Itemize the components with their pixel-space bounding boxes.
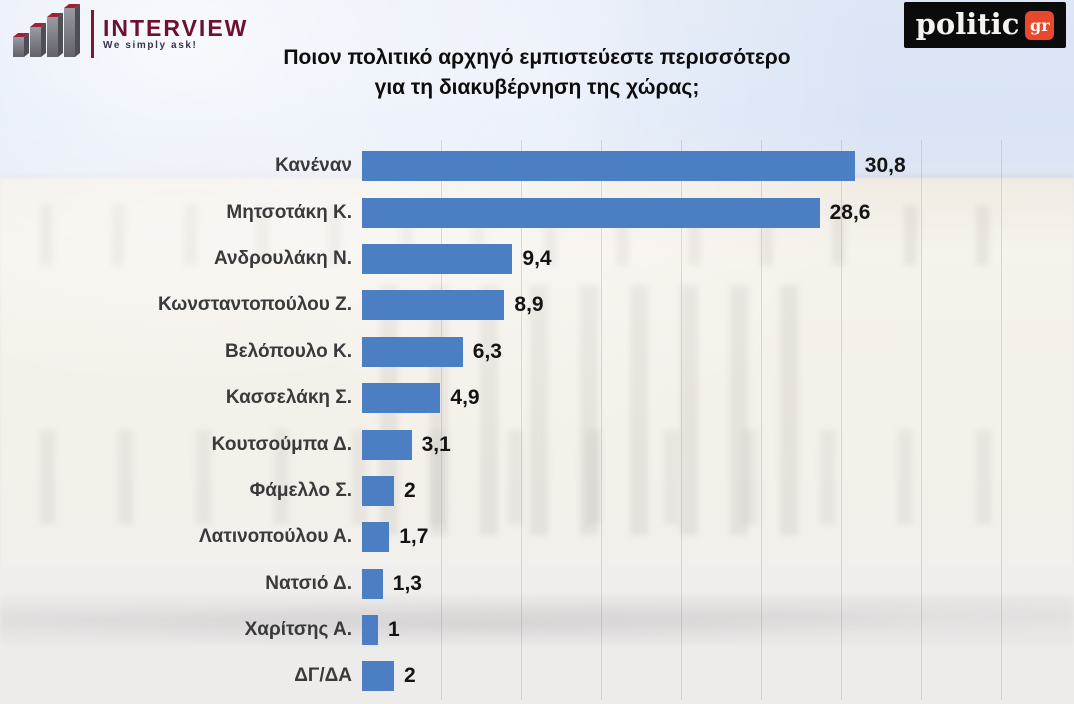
chart-row: Κασσελάκη Σ. 4,9 bbox=[0, 375, 1074, 421]
category-label: Φάμελλο Σ. bbox=[249, 479, 352, 501]
value-label: 6,3 bbox=[472, 339, 502, 363]
category-label: Χαρίτσης Α. bbox=[244, 619, 352, 641]
bar bbox=[362, 197, 820, 228]
logo-divider bbox=[91, 9, 94, 58]
page-title-line1: Ποιον πολιτικό αρχηγό εμπιστεύεστε περισ… bbox=[283, 46, 791, 69]
chart-row: Βελόπουλο Κ. 6,3 bbox=[0, 329, 1074, 375]
politic-logo-gr-badge: gr bbox=[1025, 10, 1055, 40]
bar bbox=[362, 383, 441, 414]
value-label: 2 bbox=[404, 664, 416, 688]
bar-chart-3d-icon bbox=[10, 3, 84, 64]
bar bbox=[362, 151, 855, 182]
chart-row: Λατινοπούλου Α. 1,7 bbox=[0, 514, 1074, 560]
value-label: 30,8 bbox=[864, 154, 906, 178]
category-label: Κωνσταντοπούλου Ζ. bbox=[158, 294, 352, 316]
category-label: Ανδρουλάκη Ν. bbox=[213, 247, 352, 269]
value-label: 4,9 bbox=[450, 386, 480, 410]
chart-row: ΔΓ/ΔΑ 2 bbox=[0, 653, 1074, 699]
value-label: 28,6 bbox=[829, 200, 871, 224]
chart-row: Χαρίτσης Α. 1 bbox=[0, 607, 1074, 653]
bar bbox=[362, 661, 394, 692]
value-label: 8,9 bbox=[514, 293, 544, 317]
page-title-line2: για τη διακυβέρνηση της χώρας; bbox=[374, 76, 700, 100]
bar bbox=[362, 475, 394, 506]
category-label: Κανέναν bbox=[275, 155, 352, 177]
chart-row: Μητσοτάκη Κ. 28,6 bbox=[0, 189, 1074, 235]
bar bbox=[362, 429, 412, 460]
chart-row: Κανέναν 30,8 bbox=[0, 143, 1074, 189]
bar bbox=[362, 336, 463, 367]
bar bbox=[362, 290, 505, 321]
value-label: 1,3 bbox=[392, 571, 422, 595]
bar bbox=[362, 522, 390, 553]
politic-logo-name: politic bbox=[915, 6, 1020, 41]
chart-row: Κουτσούμπα Δ. 3,1 bbox=[0, 421, 1074, 467]
category-label: Κουτσούμπα Δ. bbox=[211, 433, 352, 455]
value-label: 9,4 bbox=[522, 246, 552, 270]
chart-row: Νατσιό Δ. 1,3 bbox=[0, 561, 1074, 607]
value-label: 2 bbox=[404, 478, 416, 502]
chart-row: Φάμελλο Σ. 2 bbox=[0, 468, 1074, 514]
bar-chart: Κανέναν 30,8 Μητσοτάκη Κ. 28,6 Ανδρουλάκη Ν.… bbox=[0, 143, 1074, 700]
category-label: Βελόπουλο Κ. bbox=[224, 340, 352, 362]
bar bbox=[362, 243, 513, 274]
category-label: Νατσιό Δ. bbox=[265, 572, 352, 594]
category-label: Κασσελάκη Σ. bbox=[225, 387, 352, 409]
category-label: ΔΓ/ΔΑ bbox=[294, 665, 352, 687]
bar bbox=[362, 568, 383, 599]
value-label: 3,1 bbox=[421, 432, 451, 456]
value-label: 1 bbox=[388, 618, 400, 642]
interview-logo-name: INTERVIEW bbox=[103, 14, 249, 41]
category-label: Λατινοπούλου Α. bbox=[198, 526, 352, 548]
bar bbox=[362, 615, 378, 646]
page-title: Ποιον πολιτικό αρχηγό εμπιστεύεστε περισ… bbox=[197, 43, 877, 104]
chart-row: Κωνσταντοπούλου Ζ. 8,9 bbox=[0, 282, 1074, 328]
category-label: Μητσοτάκη Κ. bbox=[226, 201, 352, 223]
value-label: 1,7 bbox=[399, 525, 429, 549]
chart-row: Ανδρουλάκη Ν. 9,4 bbox=[0, 236, 1074, 282]
politic-logo: politic gr bbox=[904, 2, 1066, 48]
